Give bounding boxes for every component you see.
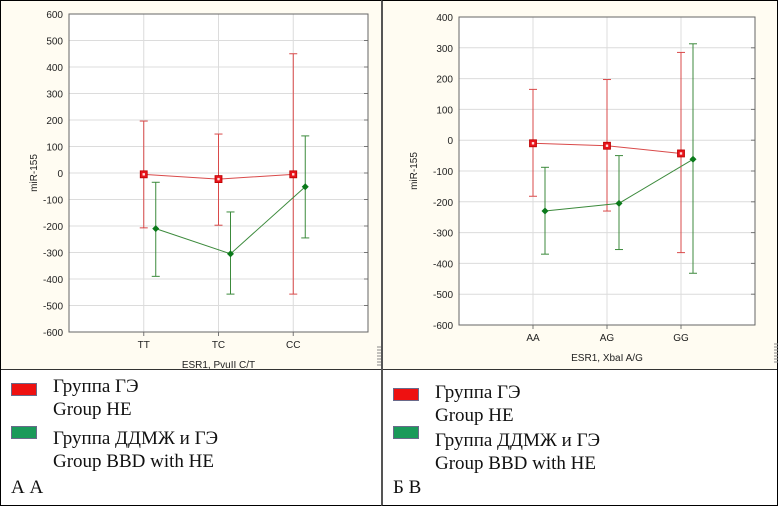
- y-tick-label: -300: [43, 249, 63, 260]
- legend-item-2-line2: Group BBD with HE: [435, 453, 596, 474]
- y-tick-label: 400: [436, 13, 453, 24]
- data-point-he-center: [605, 144, 609, 147]
- legend-swatch-green: [393, 426, 419, 439]
- y-tick-label: -400: [433, 259, 453, 270]
- y-tick-label: 100: [436, 105, 453, 116]
- y-tick-label: 0: [447, 136, 453, 147]
- data-point-bbd: [689, 155, 697, 163]
- x-tick-label: TC: [212, 340, 225, 351]
- y-tick-label: -600: [43, 328, 63, 339]
- y-tick-label: 300: [46, 90, 63, 101]
- y-tick-label: 500: [46, 37, 63, 48]
- y-tick-label: 400: [46, 63, 63, 74]
- y-tick-label: -300: [433, 229, 453, 240]
- x-axis-label: ESR1, PvuII C/T: [182, 360, 255, 369]
- legend-item-2-line1: Группа ДДМЖ и ГЭ: [435, 430, 601, 451]
- legend-swatch-red: [393, 388, 419, 401]
- chart-area-a: 600 500 400 300 200 100 0 -100 -200 -300 -400 -500 -…: [1, 1, 381, 371]
- y-tick-label: 200: [436, 75, 453, 86]
- y-tick-label: -400: [43, 275, 63, 286]
- y-tick-label: -500: [433, 290, 453, 301]
- legend-item-2-line1: Группа ДДМЖ и ГЭ: [53, 428, 219, 449]
- legend-swatch-green: [11, 426, 37, 439]
- plot-frame: [68, 13, 369, 333]
- panel-a: 600 500 400 300 200 100 0 -100 -200 -300 -400 -500 -…: [0, 0, 381, 506]
- panel-label-a: А A: [11, 477, 44, 498]
- y-tick-label: -500: [43, 302, 63, 313]
- y-tick-label: 200: [46, 116, 63, 127]
- y-tick-label: -200: [433, 198, 453, 209]
- data-point-he-center: [531, 142, 535, 145]
- plot-frame: [458, 16, 756, 326]
- legend-item-2-line2: Group BBD with HE: [53, 451, 214, 472]
- data-point-he-center: [679, 152, 683, 155]
- data-point-he-center: [292, 173, 295, 176]
- x-tick-label: AA: [526, 333, 540, 344]
- chart-area-b: 400 300 200 100 0 -100 -200 -300 -400 -500 -600 AA A…: [383, 1, 778, 369]
- y-axis-label: miR-155: [409, 152, 420, 190]
- data-point-he-center: [142, 173, 145, 176]
- data-point-bbd: [227, 250, 234, 258]
- legend-item-1-line1: Группа ГЭ: [53, 376, 139, 397]
- legend-item-1-line1: Группа ГЭ: [435, 382, 521, 403]
- data-point-bbd: [152, 225, 160, 233]
- y-tick-label: -100: [43, 196, 63, 207]
- data-point-he-center: [217, 177, 220, 181]
- legend-item-1-line2: Group HE: [435, 405, 514, 426]
- chart-a: 600 500 400 300 200 100 0 -100 -200 -300 -400 -500 -…: [29, 10, 381, 371]
- y-tick-label: 300: [436, 44, 453, 55]
- y-axis-label: miR-155: [29, 154, 40, 192]
- x-tick-label: CC: [286, 340, 300, 351]
- y-tick-label: -600: [433, 321, 453, 332]
- data-point-bbd: [615, 199, 623, 207]
- legend-swatch-red: [11, 383, 37, 396]
- panel-b: 400 300 200 100 0 -100 -200 -300 -400 -500 -600 AA A…: [381, 0, 778, 506]
- chart-b: 400 300 200 100 0 -100 -200 -300 -400 -500 -600 AA A…: [409, 13, 778, 364]
- legend-item-1-line2: Group HE: [53, 399, 132, 420]
- x-axis-label: ESR1, XbaI A/G: [571, 353, 643, 364]
- y-tick-label: -100: [433, 167, 453, 178]
- y-tick-label: -200: [43, 222, 63, 233]
- data-point-bbd: [301, 183, 309, 191]
- y-tick-label: 600: [46, 10, 63, 21]
- legend-b: Группа ГЭ Group HE Группа ДДМЖ и ГЭ Grou…: [383, 369, 777, 505]
- data-point-bbd: [541, 207, 549, 215]
- x-tick-label: GG: [673, 333, 689, 344]
- y-tick-label: 100: [46, 143, 63, 154]
- legend-a: Группа ГЭ Group HE Группа ДДМЖ и ГЭ Grou…: [1, 369, 381, 505]
- panel-label-b: Б B: [393, 477, 422, 498]
- x-tick-label: AG: [600, 333, 615, 344]
- x-tick-label: TT: [138, 340, 150, 351]
- y-tick-label: 0: [57, 169, 63, 180]
